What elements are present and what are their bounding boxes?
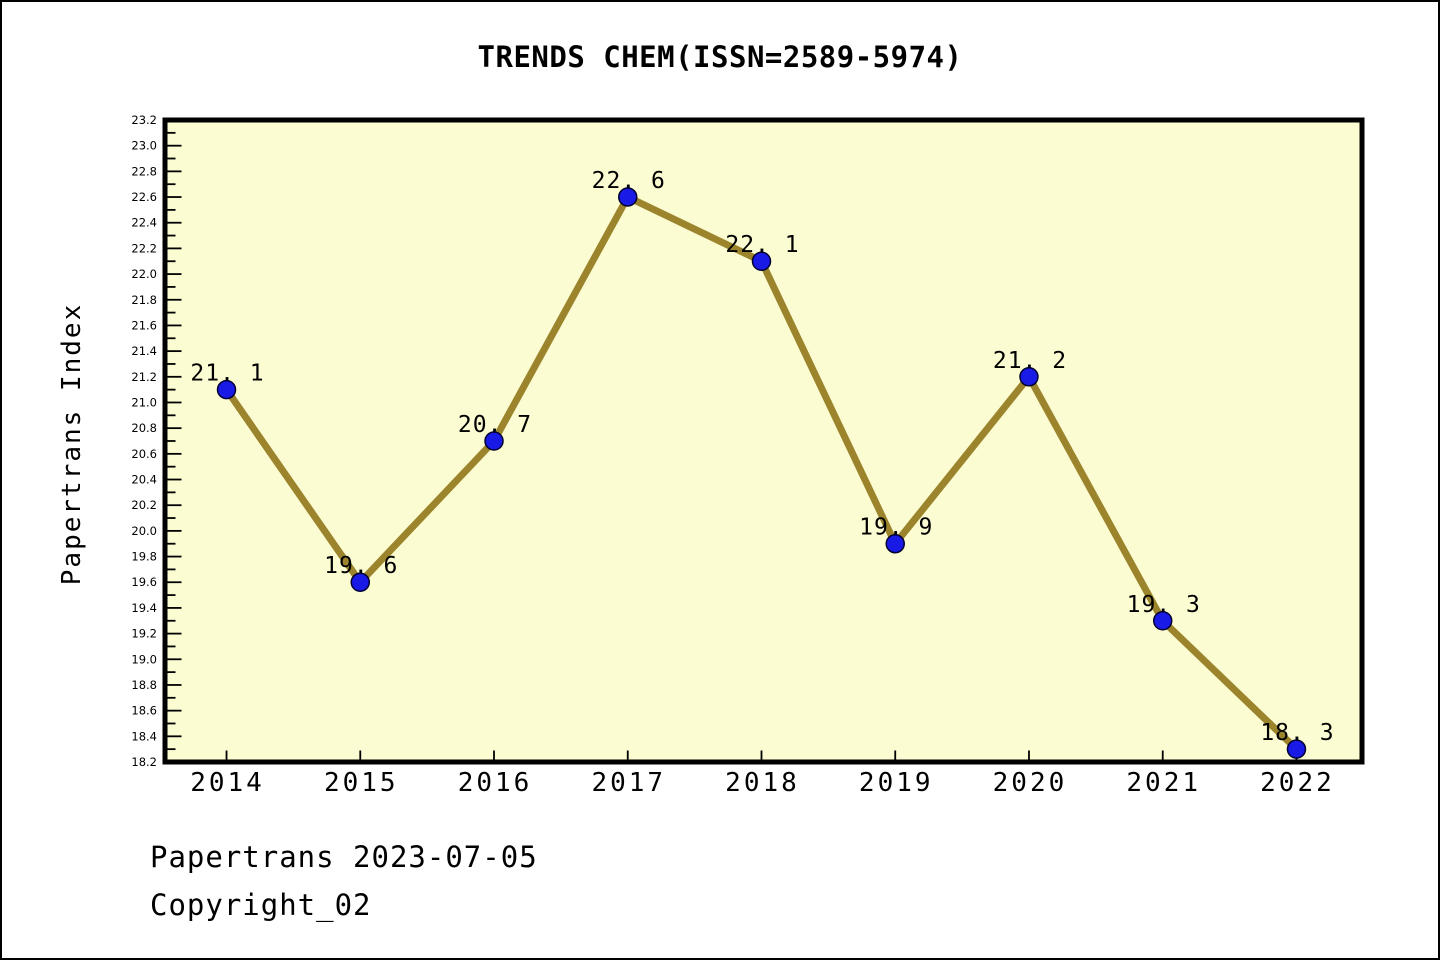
- y-tick-label: 21.8: [131, 293, 157, 307]
- x-tick-label: 2021: [1126, 768, 1201, 798]
- y-tick-label: 23.0: [131, 139, 157, 153]
- plot-area: [162, 117, 1365, 765]
- y-tick-label: 19.4: [131, 601, 157, 615]
- y-tick-label: 21.0: [131, 395, 157, 409]
- footer-copyright: Copyright_02: [150, 888, 372, 922]
- x-tick-label: 2018: [725, 768, 800, 798]
- point-labels: 21. 119. 620. 722. 622. 119. 921. 219. 3…: [190, 168, 1333, 746]
- data-point-2014: [216, 379, 237, 400]
- x-tick-label: 2017: [591, 768, 666, 798]
- x-tick-label: 2016: [458, 768, 533, 798]
- data-point-2020: [1019, 367, 1039, 387]
- data-point-2016: [484, 431, 504, 451]
- y-axis-label: Papertrans Index: [57, 303, 87, 585]
- x-tick-label: 2020: [993, 768, 1068, 798]
- y-tick-label: 18.6: [131, 704, 157, 718]
- footer-source-date: Papertrans 2023-07-05: [150, 840, 538, 874]
- x-axis-ticks: [225, 750, 1298, 760]
- data-point-2017: [618, 187, 638, 207]
- y-axis-ticks: [167, 119, 182, 763]
- y-tick-label: 22.4: [131, 216, 157, 230]
- y-tick-label: 19.6: [131, 575, 157, 589]
- x-tick-label: 2019: [859, 768, 934, 798]
- y-tick-label: 18.8: [131, 678, 157, 692]
- data-point-2022: [1286, 739, 1307, 759]
- y-tick-label: 20.4: [131, 473, 157, 487]
- y-tick-label: 19.2: [131, 627, 157, 641]
- y-tick-label: 22.0: [131, 267, 157, 281]
- data-point-2015: [350, 572, 371, 592]
- y-tick-label: 22.2: [131, 241, 157, 255]
- y-tick-label: 20.0: [131, 524, 157, 538]
- x-axis-tick-labels: 2014 2015 2016 2017 2018 2019 2020 2021 2022: [190, 768, 1335, 798]
- y-axis-tick-labels: 18.2 18.4 18.6 18.8 19.0 19.2 19.4 19.6 19.8 20.0…: [131, 113, 157, 769]
- x-tick-label: 2022: [1260, 768, 1335, 798]
- y-tick-label: 22.8: [131, 164, 157, 178]
- y-tick-label: 19.8: [131, 550, 157, 564]
- y-tick-label: 20.2: [131, 498, 157, 512]
- y-tick-label: 21.6: [131, 318, 157, 332]
- data-point-2018: [751, 251, 772, 271]
- y-tick-label: 23.2: [131, 113, 157, 127]
- y-tick-label: 20.8: [131, 421, 157, 435]
- data-point-2019: [885, 533, 905, 554]
- data-points: [216, 187, 1307, 759]
- y-tick-label: 22.6: [131, 190, 157, 204]
- y-tick-label: 19.0: [131, 652, 157, 666]
- x-tick-label: 2014: [190, 768, 265, 798]
- data-point-2021: [1152, 611, 1173, 631]
- y-tick-label: 21.4: [131, 344, 157, 358]
- y-tick-label: 21.2: [131, 370, 157, 384]
- y-tick-label: 18.2: [131, 755, 157, 769]
- y-tick-label: 20.6: [131, 447, 157, 461]
- chart-title: TRENDS CHEM(ISSN=2589-5974): [477, 40, 963, 74]
- x-tick-label: 2015: [324, 768, 399, 798]
- y-tick-label: 18.4: [131, 729, 157, 743]
